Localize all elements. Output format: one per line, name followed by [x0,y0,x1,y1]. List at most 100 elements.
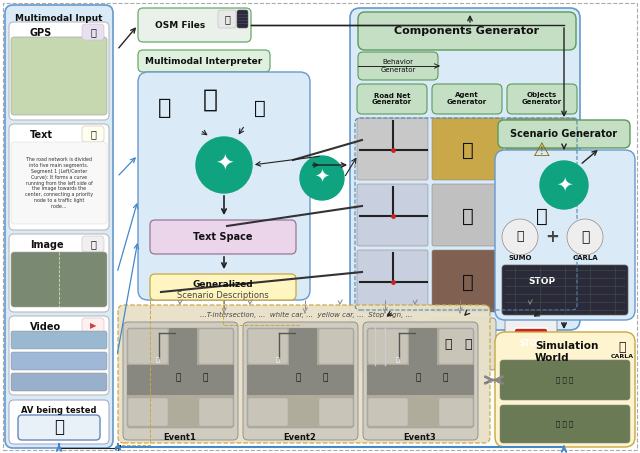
Text: 🔴: 🔴 [202,374,208,382]
FancyBboxPatch shape [169,328,197,365]
FancyBboxPatch shape [243,322,358,440]
Text: Image: Image [30,240,63,250]
FancyBboxPatch shape [358,52,438,80]
Text: ⚠: ⚠ [533,140,551,159]
FancyBboxPatch shape [505,318,557,370]
Text: 🚗: 🚗 [444,337,452,351]
FancyBboxPatch shape [506,250,577,312]
Text: ......: ...... [483,375,505,385]
Text: Components Generator: Components Generator [394,26,540,36]
Text: 🚗 🚕 🚙: 🚗 🚕 🚙 [556,377,573,383]
FancyBboxPatch shape [218,10,236,28]
FancyBboxPatch shape [82,24,104,40]
FancyBboxPatch shape [368,329,408,364]
Text: ✦: ✦ [214,155,234,175]
Circle shape [196,137,252,193]
FancyBboxPatch shape [358,12,576,50]
FancyBboxPatch shape [368,398,408,426]
FancyBboxPatch shape [432,84,502,114]
FancyBboxPatch shape [9,234,109,312]
FancyBboxPatch shape [439,398,473,426]
FancyBboxPatch shape [432,118,503,180]
FancyBboxPatch shape [495,332,635,447]
Circle shape [300,156,344,200]
Text: 🚗: 🚗 [156,357,160,363]
Text: 🔍: 🔍 [224,14,230,24]
FancyBboxPatch shape [138,50,270,72]
FancyBboxPatch shape [11,37,107,115]
Text: Objects
Generator: Objects Generator [522,92,562,106]
FancyBboxPatch shape [357,184,428,246]
Text: 🚧: 🚧 [536,207,548,226]
Text: 🚕: 🚕 [464,337,472,351]
FancyBboxPatch shape [507,84,577,114]
FancyBboxPatch shape [138,72,310,300]
Text: +: + [545,228,559,246]
Text: ...T-intersection, ...  white car, ...  yellow car, ...  Stop sign, ...: ...T-intersection, ... white car, ... ye… [200,312,412,318]
FancyBboxPatch shape [500,360,630,400]
FancyBboxPatch shape [82,236,104,252]
FancyBboxPatch shape [11,142,107,224]
FancyBboxPatch shape [319,398,353,426]
Text: The road network is divided
into five main segments.
Segment 1 (Left/Center
Curv: The road network is divided into five ma… [25,157,93,209]
FancyBboxPatch shape [500,405,630,443]
FancyBboxPatch shape [367,328,474,428]
FancyBboxPatch shape [248,398,288,426]
Text: Text Space: Text Space [193,232,253,242]
FancyBboxPatch shape [506,184,577,246]
Text: Event1: Event1 [164,434,196,443]
FancyBboxPatch shape [360,323,408,365]
FancyBboxPatch shape [5,5,113,448]
FancyBboxPatch shape [502,265,628,315]
Text: Behavior
Generator: Behavior Generator [380,59,416,72]
FancyBboxPatch shape [11,331,107,349]
FancyBboxPatch shape [82,126,104,142]
FancyBboxPatch shape [118,305,490,443]
Text: 🚕: 🚕 [175,374,180,382]
Text: 🎬: 🎬 [254,98,266,117]
Text: 📝: 📝 [90,129,96,139]
FancyBboxPatch shape [247,328,354,428]
Text: SUMO: SUMO [508,255,532,261]
Text: AV being tested: AV being tested [21,406,97,415]
Text: Multimodal Input: Multimodal Input [15,14,103,23]
Text: 🚗 🚙 🚕: 🚗 🚙 🚕 [556,421,573,427]
Text: Ⓒ: Ⓒ [581,230,589,244]
Text: Generalized: Generalized [193,280,253,289]
Text: Event2: Event2 [284,434,316,443]
Text: CARLA: CARLA [572,255,598,261]
Text: 🖼: 🖼 [90,239,96,249]
Text: Scenario Descriptions: Scenario Descriptions [177,291,269,300]
FancyBboxPatch shape [138,8,251,42]
Text: ✦: ✦ [314,169,330,187]
FancyBboxPatch shape [498,120,630,148]
FancyBboxPatch shape [289,328,317,365]
FancyBboxPatch shape [11,373,107,391]
Text: 🚶: 🚶 [462,140,474,159]
Text: Simulation
World: Simulation World [535,341,598,362]
FancyBboxPatch shape [248,329,288,364]
FancyBboxPatch shape [127,328,234,428]
FancyBboxPatch shape [123,322,238,440]
FancyBboxPatch shape [350,8,580,330]
Text: Multimodal Interpreter: Multimodal Interpreter [145,57,262,66]
Text: STOP: STOP [520,339,543,348]
Text: Agent
Generator: Agent Generator [447,92,487,106]
Text: 🔴: 🔴 [442,374,448,382]
FancyBboxPatch shape [150,220,296,254]
FancyBboxPatch shape [514,260,569,302]
Text: 🚴: 🚴 [462,273,474,291]
Text: 🚗: 🚗 [276,357,280,363]
FancyBboxPatch shape [514,328,548,360]
Text: 🚕: 🚕 [415,374,420,382]
FancyBboxPatch shape [127,365,234,395]
Text: Ⓒ: Ⓒ [618,341,626,354]
FancyBboxPatch shape [128,329,168,364]
Text: CARLA: CARLA [611,354,634,359]
FancyBboxPatch shape [428,318,496,370]
FancyBboxPatch shape [82,318,104,334]
FancyBboxPatch shape [367,365,474,395]
FancyBboxPatch shape [432,250,503,312]
Text: Scenario Generator: Scenario Generator [511,129,618,139]
Text: 🚗: 🚗 [396,357,400,363]
